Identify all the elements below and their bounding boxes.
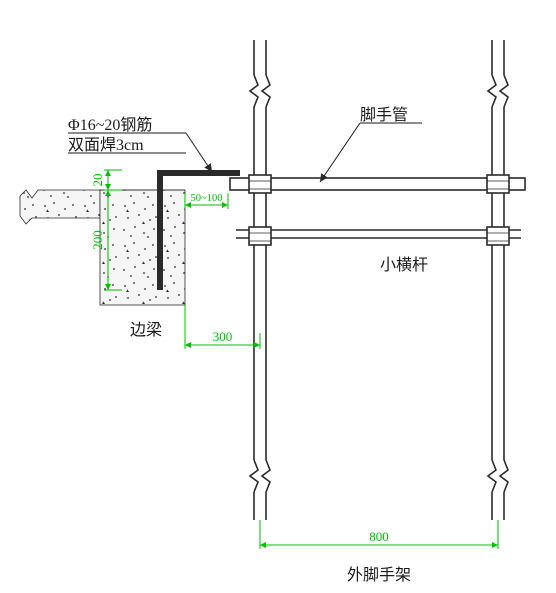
label-outer-scaffold: 外脚手架 bbox=[347, 566, 411, 584]
label-rebar-spec: Φ16~20钢筋 bbox=[68, 116, 152, 134]
dim-800: 800 bbox=[369, 529, 389, 544]
dim-300: 300 bbox=[213, 329, 233, 344]
dim-200: 200 bbox=[90, 230, 105, 250]
label-scaffold-pipe: 脚手管 bbox=[360, 106, 408, 124]
label-small-ledger: 小横杆 bbox=[380, 256, 428, 274]
dim-50-100: 50~100 bbox=[191, 193, 223, 204]
label-edge-beam: 边梁 bbox=[130, 321, 162, 339]
dim-20: 20 bbox=[90, 174, 105, 187]
label-weld-spec: 双面焊3cm bbox=[68, 136, 144, 154]
